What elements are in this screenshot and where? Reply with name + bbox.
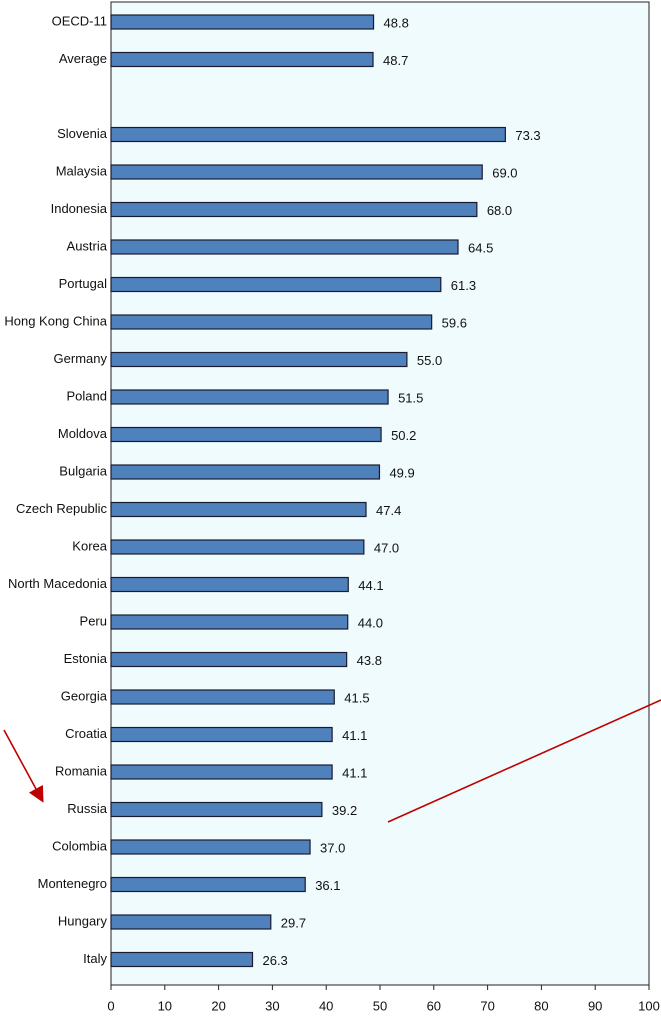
value-label: 29.7 — [281, 915, 306, 930]
bar — [110, 501, 367, 518]
value-label: 41.1 — [342, 728, 367, 743]
value-label: 41.1 — [342, 765, 367, 780]
value-label: 39.2 — [332, 803, 357, 818]
value-label: 48.7 — [383, 53, 408, 68]
bar — [110, 201, 478, 218]
y-tick-label: Indonesia — [51, 201, 108, 216]
y-tick-label: Russia — [67, 801, 108, 816]
x-tick-label: 30 — [265, 998, 279, 1013]
bar — [110, 351, 408, 368]
bar — [110, 126, 506, 143]
value-label: 37.0 — [320, 840, 345, 855]
value-label: 61.3 — [451, 278, 476, 293]
bar — [110, 764, 333, 780]
bar — [110, 839, 311, 855]
y-tick-label: OECD-11 — [52, 13, 107, 28]
x-tick-label: 60 — [427, 998, 441, 1013]
value-label: 36.1 — [315, 878, 340, 893]
x-tick-label: 80 — [534, 998, 548, 1013]
y-tick-label: Peru — [80, 613, 107, 628]
y-tick-label: Czech Republic — [16, 501, 108, 516]
y-tick-label: Korea — [72, 538, 107, 553]
bar — [110, 14, 375, 30]
value-label: 59.6 — [442, 315, 467, 330]
bar — [110, 801, 323, 818]
bar — [110, 651, 348, 668]
value-label: 44.0 — [358, 615, 383, 630]
annotation-arrow — [3, 729, 44, 803]
x-tick-label: 0 — [107, 998, 114, 1013]
x-tick-label: 40 — [319, 998, 333, 1013]
y-tick-label: North Macedonia — [8, 576, 108, 591]
value-label: 43.8 — [357, 653, 382, 668]
value-label: 51.5 — [398, 390, 423, 405]
bar — [110, 464, 381, 480]
value-label: 48.8 — [384, 15, 409, 30]
value-label: 41.5 — [344, 690, 369, 705]
bar — [110, 726, 333, 743]
y-tick-label: Georgia — [61, 688, 108, 703]
value-label: 47.4 — [376, 503, 401, 518]
bar — [110, 389, 389, 405]
x-tick-label: 90 — [588, 998, 602, 1013]
y-tick-label: Average — [59, 51, 107, 66]
value-label: 50.2 — [391, 428, 416, 443]
value-label: 68.0 — [487, 203, 512, 218]
bar — [110, 276, 442, 293]
y-tick-label: Croatia — [65, 726, 108, 741]
value-label: 73.3 — [515, 128, 540, 143]
y-tick-label: Portugal — [59, 276, 108, 291]
y-tick-label: Malaysia — [56, 163, 108, 178]
y-tick-label: Slovenia — [57, 126, 108, 141]
x-tick-label: 50 — [373, 998, 387, 1013]
value-label: 69.0 — [492, 165, 517, 180]
value-label: 55.0 — [417, 353, 442, 368]
annotation-line — [387, 699, 661, 823]
value-label: 47.0 — [374, 540, 399, 555]
bar — [110, 51, 374, 68]
bar — [110, 314, 433, 330]
bar — [110, 876, 306, 893]
y-tick-label: Moldova — [58, 426, 108, 441]
y-tick-label: Romania — [55, 763, 108, 778]
plot-area — [110, 1, 650, 986]
value-label: 49.9 — [389, 465, 414, 480]
bar — [110, 951, 254, 968]
value-label: 26.3 — [262, 953, 287, 968]
bar — [110, 614, 349, 630]
y-tick-label: Poland — [67, 388, 107, 403]
x-tick-label: 70 — [480, 998, 494, 1013]
bar — [110, 239, 459, 255]
y-tick-label: Hungary — [58, 913, 108, 928]
y-tick-label: Italy — [83, 951, 107, 966]
y-tick-label: Bulgaria — [59, 463, 107, 478]
y-tick-label: Estonia — [64, 651, 108, 666]
value-label: 44.1 — [358, 578, 383, 593]
y-tick-label: Hong Kong China — [4, 313, 107, 328]
value-label: 64.5 — [468, 240, 493, 255]
bar — [110, 539, 365, 555]
y-tick-label: Germany — [54, 351, 108, 366]
x-tick-label: 100 — [638, 998, 660, 1013]
bar — [110, 576, 349, 593]
y-tick-label: Austria — [67, 238, 108, 253]
bar — [110, 914, 272, 930]
bar — [110, 426, 382, 443]
x-tick-label: 10 — [158, 998, 172, 1013]
y-tick-label: Montenegro — [38, 876, 107, 891]
y-tick-label: Colombia — [52, 838, 108, 853]
bar — [110, 164, 483, 180]
bar — [110, 689, 335, 705]
x-tick-label: 20 — [211, 998, 225, 1013]
